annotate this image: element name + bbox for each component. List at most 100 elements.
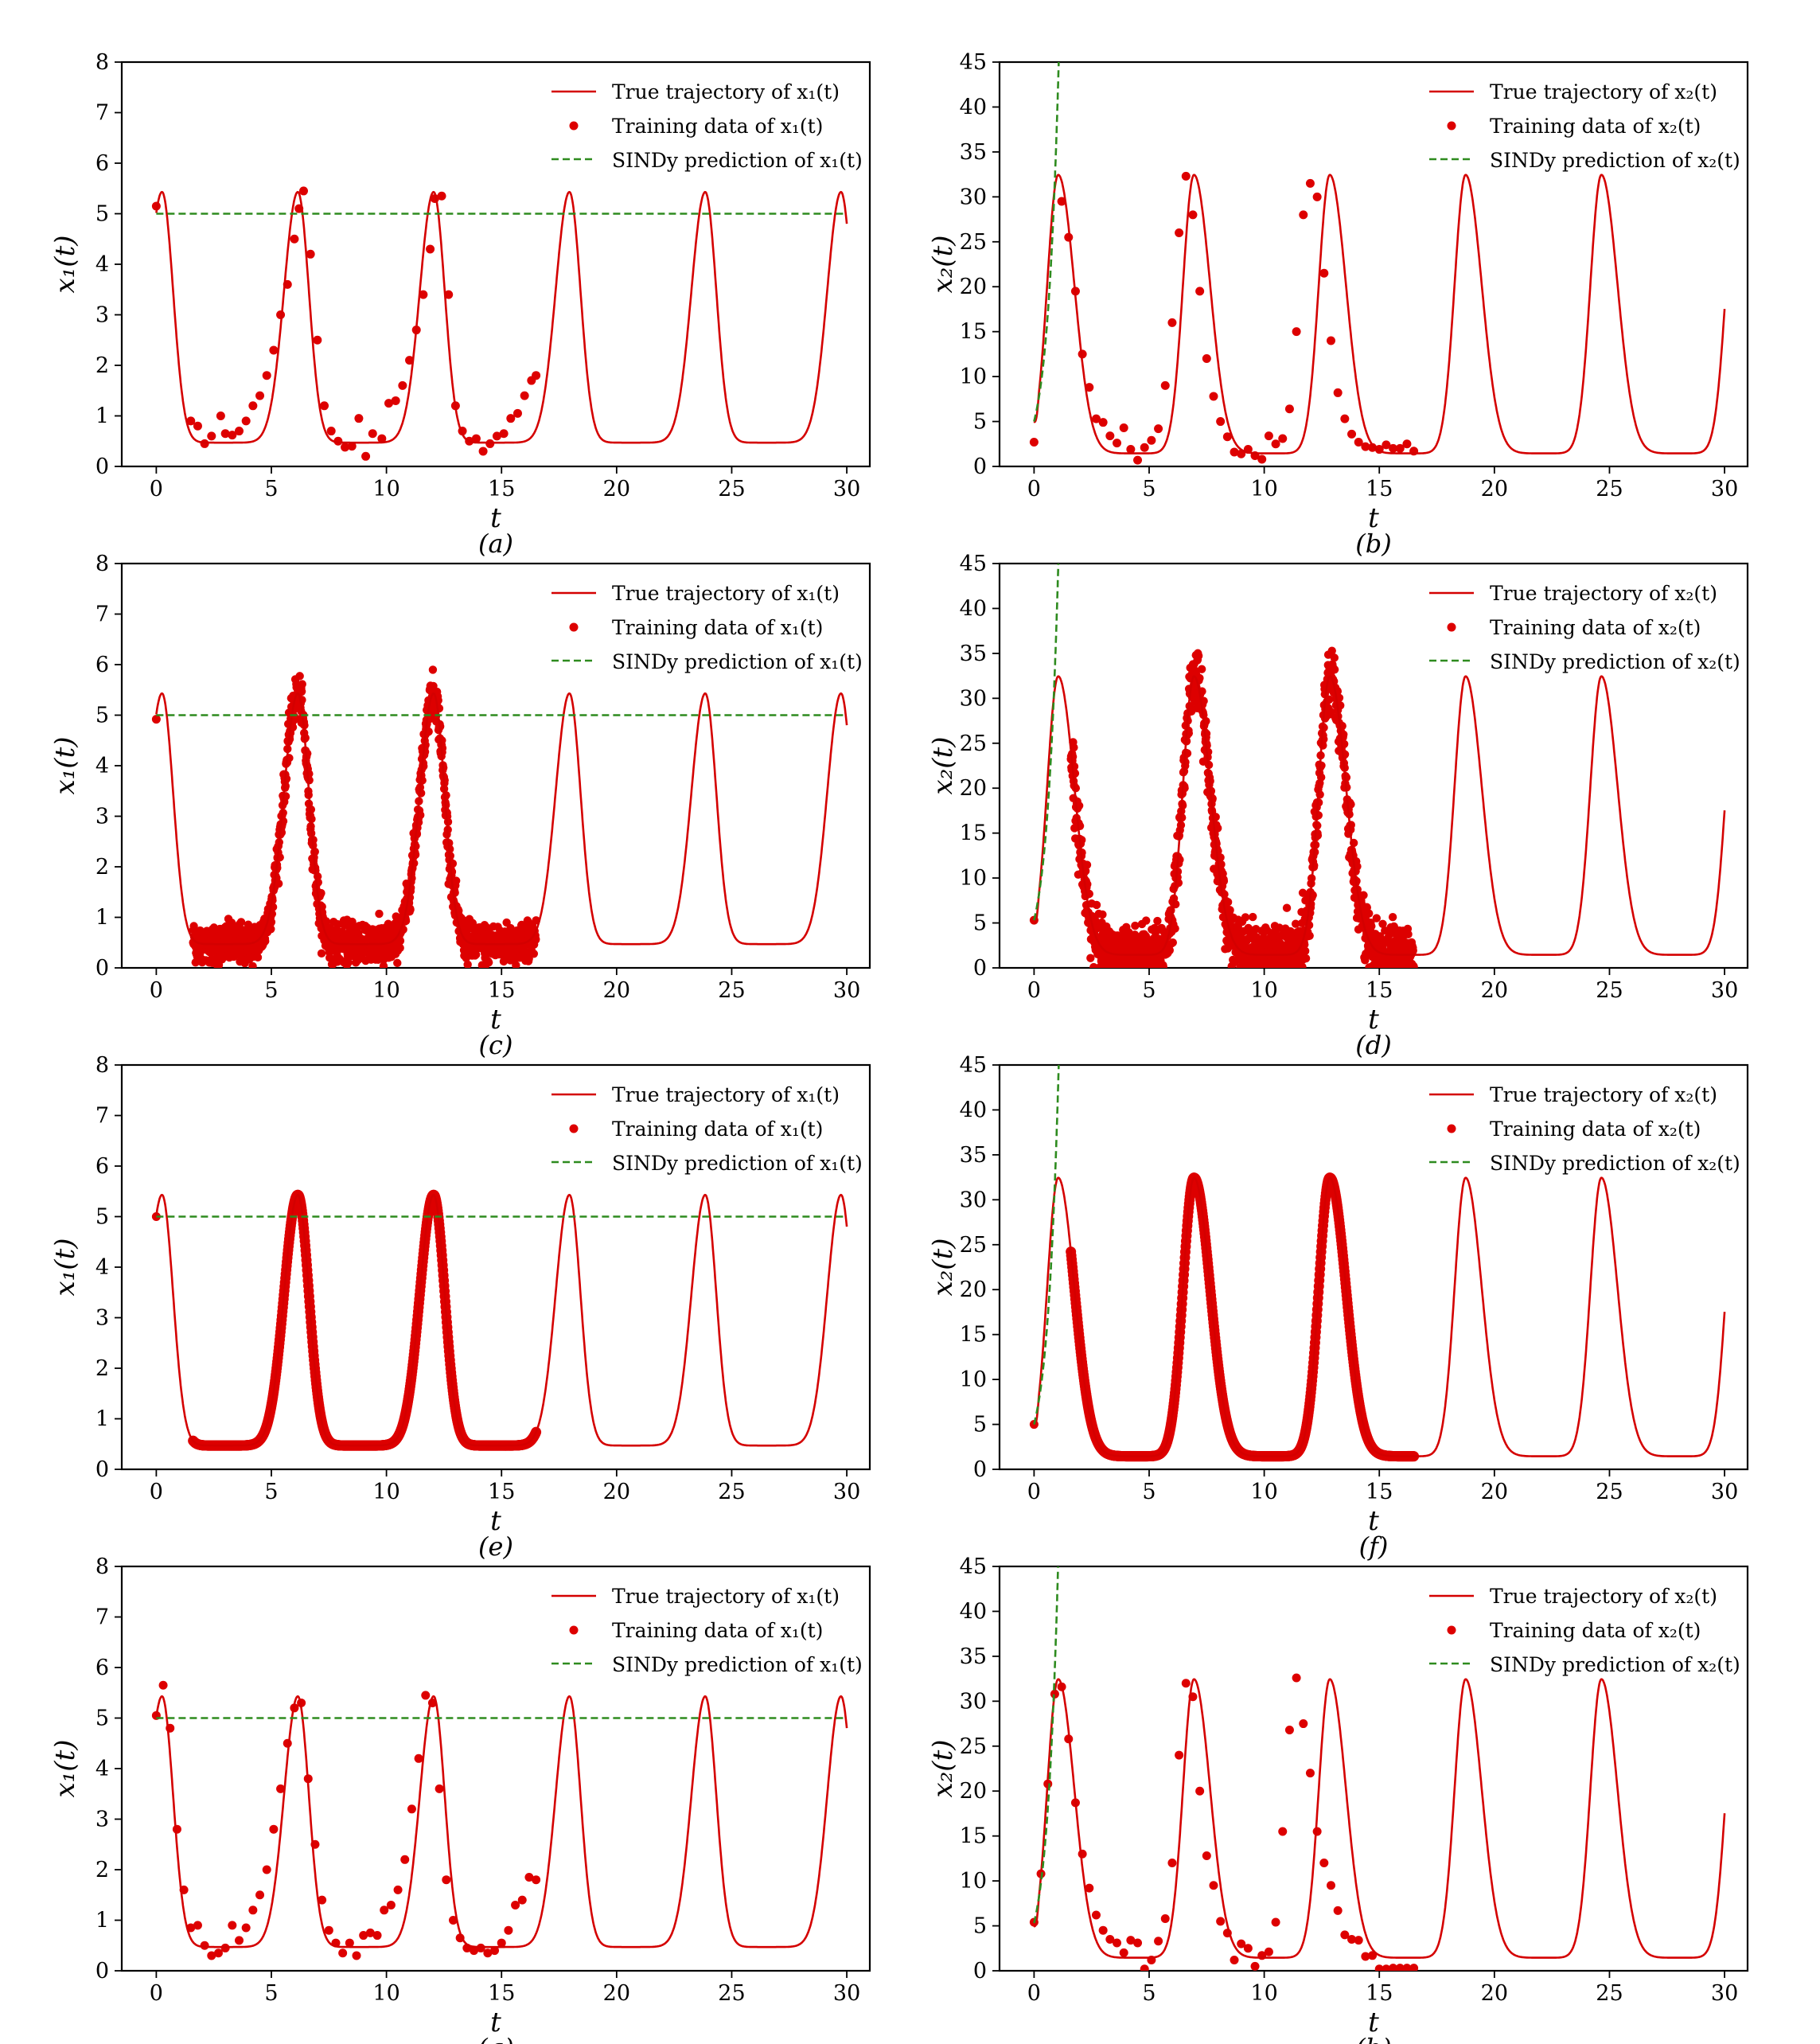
training-point	[1409, 946, 1417, 955]
training-point	[236, 918, 246, 926]
subplot-caption: (d)	[1355, 1030, 1391, 1060]
y-tick-label: 0	[95, 454, 109, 479]
training-point	[1131, 921, 1140, 930]
y-axis-label: x₂(t)	[927, 737, 959, 795]
x-tick-label: 30	[1711, 1480, 1738, 1504]
y-tick-label: 8	[95, 552, 109, 576]
sindy-prediction-line	[1033, 564, 1060, 921]
training-point	[341, 443, 350, 452]
y-tick-label: 35	[960, 642, 987, 666]
training-point	[326, 427, 336, 436]
y-tick-label: 45	[960, 50, 987, 75]
training-point	[193, 421, 202, 431]
training-point	[305, 776, 314, 785]
legend-training-swatch	[1447, 121, 1456, 131]
legend-entry-label: Training data of x₁(t)	[612, 1118, 823, 1141]
x-tick-label: 15	[1366, 477, 1393, 501]
x-tick-label: 10	[372, 978, 399, 1003]
training-point	[1278, 434, 1288, 443]
training-point	[1098, 910, 1107, 919]
y-tick-label: 0	[973, 454, 987, 479]
training-point	[216, 412, 225, 420]
training-point	[253, 953, 263, 962]
training-point	[235, 427, 244, 436]
legend-entry-label: SINDy prediction of x₁(t)	[612, 1152, 863, 1175]
training-point	[1197, 665, 1206, 673]
training-point	[255, 391, 265, 400]
y-tick-label: 35	[960, 1143, 987, 1168]
y-tick-label: 40	[960, 1098, 987, 1122]
y-tick-label: 6	[95, 151, 109, 176]
training-point	[1168, 938, 1178, 947]
legend: True trajectory of x₁(t)Training data of…	[551, 582, 863, 673]
training-point	[506, 414, 516, 423]
plot-marks	[151, 665, 848, 968]
training-point	[207, 431, 216, 441]
y-tick-label: 5	[95, 202, 109, 227]
x-tick-label: 20	[603, 1480, 630, 1504]
y-tick-label: 10	[960, 866, 987, 891]
x-tick-label: 10	[372, 1480, 399, 1504]
training-point	[1057, 197, 1066, 206]
training-point	[1365, 909, 1374, 918]
training-point	[310, 847, 319, 856]
training-point	[298, 680, 306, 688]
training-point	[1402, 439, 1412, 449]
training-point	[478, 447, 488, 456]
legend-training-swatch	[1447, 622, 1456, 632]
training-point	[354, 414, 364, 423]
x-tick-label: 0	[1027, 1480, 1041, 1504]
training-point	[1195, 287, 1205, 296]
y-axis-label: x₁(t)	[49, 737, 81, 795]
training-point	[418, 776, 427, 785]
legend-entry-label: SINDy prediction of x₁(t)	[612, 650, 863, 673]
training-point	[471, 434, 481, 443]
training-point	[298, 186, 308, 196]
subplot-caption: (c)	[479, 1030, 513, 1060]
training-point	[1113, 439, 1122, 448]
training-point	[1223, 898, 1233, 907]
y-axis-label: x₂(t)	[927, 236, 959, 294]
x-tick-label: 20	[603, 477, 630, 501]
y-axis-label: x₂(t)	[927, 1238, 959, 1297]
y-tick-label: 20	[960, 776, 987, 801]
training-point	[267, 918, 276, 926]
x-tick-label: 30	[833, 978, 860, 1003]
y-tick-label: 2	[95, 353, 109, 378]
training-point	[1372, 914, 1381, 923]
legend-entry-label: Training data of x₂(t)	[1490, 115, 1701, 138]
y-axis-label: x₁(t)	[49, 1238, 81, 1297]
training-point	[347, 442, 357, 451]
training-point	[1194, 651, 1203, 661]
x-tick-label: 15	[1366, 978, 1393, 1003]
x-tick-label: 25	[1596, 477, 1623, 501]
training-point	[248, 401, 258, 411]
training-point	[377, 434, 387, 443]
training-point	[297, 687, 306, 696]
x-tick-label: 5	[264, 1480, 278, 1504]
training-point	[1171, 924, 1179, 933]
plot-marks	[1029, 1065, 1726, 1462]
training-point	[1147, 435, 1156, 445]
training-point	[1086, 954, 1095, 962]
training-point	[1330, 653, 1339, 662]
training-point	[1298, 962, 1307, 968]
training-point	[468, 919, 477, 927]
x-axis-label: t	[1368, 502, 1379, 534]
x-tick-label: 25	[1596, 1480, 1623, 1504]
x-tick-label: 5	[1142, 978, 1156, 1003]
legend-training-swatch	[569, 622, 579, 632]
training-point	[1389, 443, 1398, 453]
x-tick-label: 5	[1142, 1480, 1156, 1504]
y-tick-label: 4	[95, 754, 109, 778]
training-point	[262, 371, 271, 380]
y-tick-label: 4	[95, 1255, 109, 1280]
training-point	[1241, 913, 1250, 922]
training-point	[1082, 860, 1092, 869]
training-point	[1140, 443, 1149, 452]
plot-marks	[1029, 62, 1726, 465]
y-tick-label: 15	[960, 821, 987, 846]
y-tick-label: 15	[960, 1323, 987, 1348]
training-point	[1165, 946, 1175, 955]
